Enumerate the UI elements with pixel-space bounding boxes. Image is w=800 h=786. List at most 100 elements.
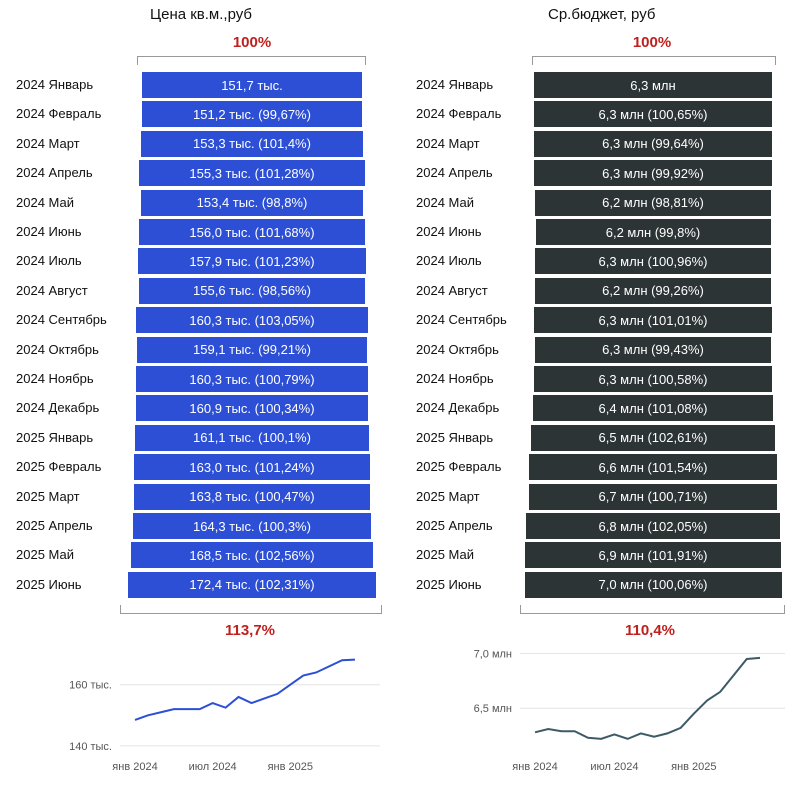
- x-tick-label: янв 2025: [268, 761, 313, 773]
- bar-row: 2024 Апрель 6,3 млн (99,92%): [400, 159, 800, 188]
- bar: 6,3 млн (100,58%): [534, 366, 772, 392]
- category-label: 2024 Ноябрь: [16, 371, 94, 386]
- category-label: 2024 Март: [416, 135, 480, 151]
- bottom-percent-label: 110,4%: [624, 622, 676, 639]
- bar-row: 2024 Февраль 151,2 тыс. (99,67%): [0, 100, 400, 129]
- category-label: 2024 Октябрь: [416, 341, 499, 357]
- category-label: 2024 Апрель: [416, 165, 493, 181]
- trend-line: [534, 656, 761, 740]
- bar: 6,7 млн (100,71%): [528, 483, 778, 510]
- top-bracket: [532, 56, 776, 65]
- category-label: 2024 Май: [16, 194, 74, 210]
- category-label: 2025 Январь: [416, 429, 494, 445]
- category-label: 2024 Июль: [416, 253, 482, 269]
- bar-row: 2025 Июнь 7,0 млн (100,06%): [400, 571, 800, 600]
- bar-row: 2024 Май 6,2 млн (98,81%): [400, 189, 800, 218]
- category-label: 2024 Май: [416, 194, 474, 210]
- bar: 160,9 тыс. (100,34%): [135, 395, 369, 422]
- bar: 153,4 тыс. (98,8%): [140, 189, 364, 216]
- bar-row: 2025 Май 168,5 тыс. (102,56%): [0, 541, 400, 570]
- category-label: 2024 Сентябрь: [416, 312, 507, 328]
- bar: 6,8 млн (102,05%): [526, 513, 780, 539]
- bar-row: 2024 Октябрь 159,1 тыс. (99,21%): [0, 336, 400, 365]
- average-budget-panel: Ср.бюджет, руб 100% 2024 Январь 6,3 млн 20…: [400, 0, 800, 786]
- bar-row: 2025 Февраль 6,6 млн (101,54%): [400, 453, 800, 482]
- bar-row: 2025 Апрель 6,8 млн (102,05%): [400, 512, 800, 541]
- bar-row: 2025 Апрель 164,3 тыс. (100,3%): [0, 512, 400, 541]
- bar-row: 2024 Август 155,6 тыс. (98,56%): [0, 277, 400, 306]
- bar-row: 2024 Июнь 6,2 млн (99,8%): [400, 218, 800, 247]
- category-label: 2024 Июнь: [416, 224, 482, 239]
- bar-row: 2024 Март 153,3 тыс. (101,4%): [0, 130, 400, 159]
- category-label: 2024 Декабрь: [16, 400, 100, 416]
- category-label: 2024 Апрель: [16, 165, 93, 181]
- bar-row: 2024 Сентябрь 6,3 млн (101,01%): [400, 306, 800, 335]
- bar: 153,3 тыс. (101,4%): [140, 130, 364, 157]
- bottom-bracket: [520, 605, 785, 614]
- bar-row: 2025 Январь 6,5 млн (102,61%): [400, 424, 800, 453]
- bar-row: 2024 Март 6,3 млн (99,64%): [400, 130, 800, 159]
- category-label: 2024 Ноябрь: [416, 371, 494, 386]
- x-tick-label: янв 2024: [112, 761, 157, 773]
- bar: 6,9 млн (101,91%): [524, 542, 782, 569]
- category-label: 2025 Февраль: [16, 459, 102, 475]
- category-label: 2024 Февраль: [416, 106, 502, 122]
- bar: 159,1 тыс. (99,21%): [136, 336, 368, 363]
- trend-sparkline: 160 тыс. 140 тыс.янв 2024 июл 2024 янв 2025: [69, 658, 380, 773]
- category-label: 2024 Июль: [16, 253, 82, 269]
- bar: 6,2 млн (99,8%): [535, 219, 771, 245]
- bar: 6,5 млн (102,61%): [530, 424, 776, 451]
- bar-row: 2024 Июль 6,3 млн (100,96%): [400, 247, 800, 276]
- bar: 6,2 млн (98,81%): [535, 189, 771, 216]
- bar-row: 2024 Май 153,4 тыс. (98,8%): [0, 189, 400, 218]
- category-label: 2024 Август: [16, 282, 88, 298]
- category-label: 2024 Март: [16, 135, 80, 151]
- bar-row: 2024 Ноябрь 160,3 тыс. (100,79%): [0, 365, 400, 394]
- bar: 168,5 тыс. (102,56%): [130, 542, 374, 569]
- bar: 163,8 тыс. (100,47%): [133, 483, 371, 510]
- bar: 6,3 млн: [534, 72, 772, 98]
- panel-title: Цена кв.м.,руб: [150, 6, 253, 23]
- bar: 6,3 млн (99,43%): [534, 336, 772, 363]
- bar-row: 2024 Июль 157,9 тыс. (101,23%): [0, 247, 400, 276]
- bar: 160,3 тыс. (103,05%): [135, 307, 368, 334]
- x-tick-label: янв 2025: [671, 761, 716, 773]
- bar: 6,3 млн (100,96%): [534, 248, 772, 275]
- bar: 151,2 тыс. (99,67%): [142, 101, 362, 128]
- bar-row: 2024 Октябрь 6,3 млн (99,43%): [400, 336, 800, 365]
- y-tick-label: 6,5 млн: [474, 703, 512, 715]
- bar: 6,6 млн (101,54%): [529, 454, 777, 481]
- category-label: 2025 Май: [416, 547, 474, 563]
- bar: 6,2 млн (99,26%): [535, 277, 771, 304]
- bar-row: 2025 Март 163,8 тыс. (100,47%): [0, 483, 400, 512]
- bar: 160,3 тыс. (100,79%): [135, 366, 368, 392]
- bar: 155,3 тыс. (101,28%): [139, 160, 365, 187]
- bar: 156,0 тыс. (101,68%): [138, 219, 366, 245]
- bar-row: 2024 Январь 151,7 тыс.: [0, 71, 400, 100]
- trend-sparkline: 7,0 млн 6,5 млн янв 2024 июл 2024 янв 2025: [474, 648, 785, 773]
- category-label: 2024 Декабрь: [416, 400, 500, 416]
- bar-row: 2024 Ноябрь 6,3 млн (100,58%): [400, 365, 800, 394]
- panel-title: Ср.бюджет, руб: [548, 6, 656, 23]
- category-label: 2025 Февраль: [416, 459, 502, 475]
- category-label: 2024 Сентябрь: [16, 312, 107, 328]
- top-percent-label: 100%: [232, 34, 272, 51]
- trend-line: [134, 658, 356, 721]
- bar: 6,3 млн (100,65%): [533, 101, 773, 128]
- x-tick-label: янв 2024: [512, 761, 557, 773]
- bar-row: 2025 Январь 161,1 тыс. (100,1%): [0, 424, 400, 453]
- bar-row: 2024 Август 6,2 млн (99,26%): [400, 277, 800, 306]
- category-label: 2024 Июнь: [16, 224, 82, 239]
- bottom-bracket: [120, 605, 382, 614]
- y-tick-label: 140 тыс.: [69, 741, 112, 753]
- bar-row: 2024 Апрель 155,3 тыс. (101,28%): [0, 159, 400, 188]
- bar: 163,0 тыс. (101,24%): [134, 454, 370, 481]
- category-label: 2024 Январь: [16, 77, 94, 92]
- bar: 164,3 тыс. (100,3%): [133, 513, 371, 539]
- bar-row: 2025 Июнь 172,4 тыс. (102,31%): [0, 571, 400, 600]
- category-label: 2025 Апрель: [416, 518, 493, 533]
- category-label: 2024 Август: [416, 282, 488, 298]
- category-label: 2025 Июнь: [416, 576, 482, 592]
- x-tick-label: июл 2024: [189, 761, 237, 773]
- category-label: 2025 Март: [16, 488, 80, 504]
